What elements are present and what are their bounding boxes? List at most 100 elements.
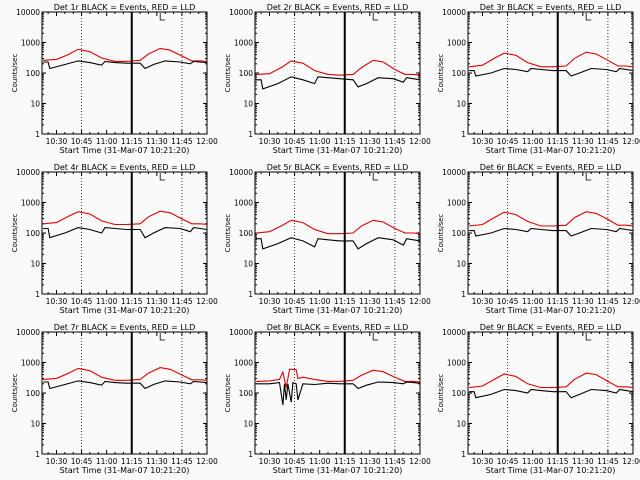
panel-title: Det 4r BLACK = Events, RED = LLD	[54, 163, 196, 172]
x-axis-label: Start Time (31-Mar-07 10:21:20)	[486, 466, 616, 475]
y-axis-label: Counts/sec	[437, 374, 445, 413]
x-tick-label: 11:45	[171, 137, 193, 146]
x-tick-label: 10:45	[284, 297, 306, 306]
panel-title: Det 3r BLACK = Events, RED = LLD	[480, 3, 622, 12]
y-tick-label: 1	[35, 290, 40, 299]
x-tick-label: 11:00	[522, 457, 544, 466]
y-axis-label: Counts/sec	[224, 54, 232, 93]
y-tick-label: 1000	[21, 199, 40, 208]
bracket-glyph	[159, 333, 166, 341]
x-axis-label: Start Time (31-Mar-07 10:21:20)	[60, 466, 190, 475]
bracket-glyph	[585, 173, 592, 181]
y-tick-label: 10000	[229, 168, 253, 177]
x-tick-label: 12:00	[196, 457, 218, 466]
y-axis-label: Counts/sec	[11, 214, 19, 253]
y-tick-label: 1000	[447, 359, 466, 368]
y-tick-label: 10	[456, 100, 466, 109]
x-tick-label: 11:45	[171, 297, 193, 306]
x-axis-label: Start Time (31-Mar-07 10:21:20)	[273, 466, 403, 475]
x-axis-label: Start Time (31-Mar-07 10:21:20)	[486, 306, 616, 315]
x-tick-label: 10:30	[46, 457, 68, 466]
series-line-lld	[469, 211, 634, 227]
y-tick-label: 100	[26, 69, 41, 78]
panel-title: Det 2r BLACK = Events, RED = LLD	[267, 3, 409, 12]
panel-title: Det 7r BLACK = Events, RED = LLD	[54, 323, 196, 332]
x-tick-label: 12:00	[196, 297, 218, 306]
x-tick-label: 11:00	[309, 137, 331, 146]
panel-det-4: Det 4r BLACK = Events, RED = LLD 1 10 100 10…	[11, 163, 218, 315]
y-tick-label: 10	[243, 260, 253, 269]
x-tick-label: 11:45	[597, 297, 619, 306]
y-tick-label: 1	[35, 450, 40, 459]
y-tick-label: 1000	[21, 359, 40, 368]
y-tick-label: 10	[456, 260, 466, 269]
series-line-events	[469, 227, 634, 237]
x-axis-label: Start Time (31-Mar-07 10:21:20)	[273, 306, 403, 315]
x-tick-label: 11:30	[572, 297, 594, 306]
y-tick-label: 100	[26, 389, 41, 398]
x-axis-label: Start Time (31-Mar-07 10:21:20)	[60, 146, 190, 155]
x-tick-label: 11:15	[547, 297, 569, 306]
x-tick-label: 11:45	[384, 457, 406, 466]
panel-det-9: Det 9r BLACK = Events, RED = LLD 1 10 100 10…	[437, 323, 640, 475]
x-tick-label: 10:45	[71, 457, 93, 466]
bracket-glyph	[372, 333, 379, 341]
y-tick-label: 10	[30, 260, 40, 269]
y-tick-label: 1	[461, 450, 466, 459]
y-tick-label: 1	[248, 290, 253, 299]
x-tick-label: 11:15	[547, 457, 569, 466]
x-tick-label: 10:45	[497, 457, 519, 466]
bracket-glyph	[159, 173, 166, 181]
x-tick-label: 10:30	[259, 297, 281, 306]
panel-det-1: Det 1r BLACK = Events, RED = LLD 1 10 100 10…	[11, 3, 218, 155]
y-tick-label: 1	[248, 130, 253, 139]
series-line-lld	[256, 368, 421, 388]
x-tick-label: 12:00	[622, 297, 640, 306]
y-axis-label: Counts/sec	[224, 374, 232, 413]
x-tick-label: 11:00	[522, 297, 544, 306]
y-tick-label: 1	[461, 130, 466, 139]
y-tick-label: 10000	[442, 8, 466, 17]
x-tick-label: 11:45	[384, 137, 406, 146]
x-tick-label: 10:45	[284, 457, 306, 466]
panel-title: Det 9r BLACK = Events, RED = LLD	[480, 323, 622, 332]
x-tick-label: 12:00	[409, 297, 431, 306]
x-tick-label: 10:45	[284, 137, 306, 146]
panel-title: Det 8r BLACK = Events, RED = LLD	[267, 323, 409, 332]
y-tick-label: 100	[452, 229, 467, 238]
series-line-lld	[43, 210, 208, 226]
y-axis-label: Counts/sec	[11, 54, 19, 93]
x-tick-label: 11:15	[547, 137, 569, 146]
x-tick-label: 11:30	[572, 457, 594, 466]
x-tick-label: 10:30	[472, 457, 494, 466]
series-line-lld	[469, 372, 634, 389]
x-tick-label: 10:30	[259, 137, 281, 146]
y-tick-label: 10000	[442, 168, 466, 177]
x-tick-label: 10:30	[472, 137, 494, 146]
bracket-glyph	[372, 173, 379, 181]
series-line-events	[43, 227, 208, 239]
y-tick-label: 1000	[447, 199, 466, 208]
x-tick-label: 10:30	[46, 137, 68, 146]
y-tick-label: 1000	[447, 39, 466, 48]
x-tick-label: 12:00	[409, 457, 431, 466]
y-tick-label: 1	[248, 450, 253, 459]
x-tick-label: 10:45	[71, 297, 93, 306]
series-line-lld	[43, 367, 208, 381]
y-tick-label: 10	[243, 100, 253, 109]
y-tick-label: 1	[35, 130, 40, 139]
panel-det-2: Det 2r BLACK = Events, RED = LLD 1 10 100 10…	[224, 3, 431, 155]
panel-det-7: Det 7r BLACK = Events, RED = LLD 1 10 100 10…	[11, 323, 218, 475]
y-tick-label: 100	[239, 69, 254, 78]
series-line-events	[43, 60, 208, 70]
y-tick-label: 10000	[16, 168, 40, 177]
x-tick-label: 11:45	[171, 457, 193, 466]
x-tick-label: 11:30	[146, 297, 168, 306]
panel-det-8: Det 8r BLACK = Events, RED = LLD 1 10 100 10…	[224, 323, 431, 475]
series-line-events	[256, 76, 421, 90]
y-tick-label: 10000	[16, 8, 40, 17]
series-line-lld	[469, 51, 634, 68]
y-tick-label: 10	[30, 420, 40, 429]
x-tick-label: 11:15	[121, 297, 143, 306]
